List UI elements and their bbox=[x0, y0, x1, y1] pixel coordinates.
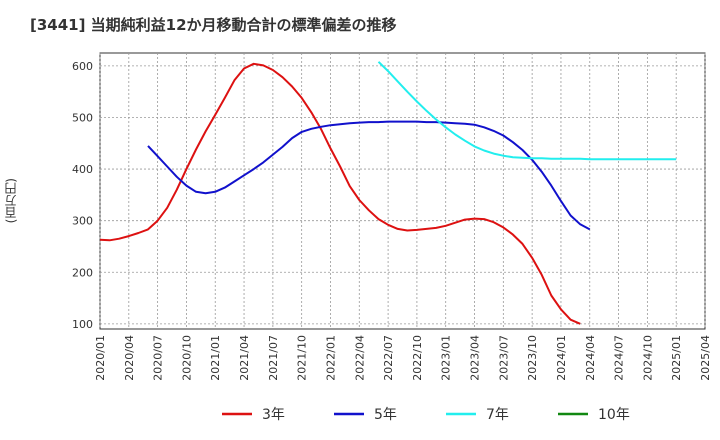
x-tick-label: 2023/04 bbox=[469, 335, 482, 381]
x-tick-label: 2023/07 bbox=[497, 335, 510, 381]
x-tick-label: 2022/01 bbox=[324, 335, 337, 381]
x-tick-label: 2023/10 bbox=[526, 335, 539, 381]
x-tick-labels: 2020/01 2020/04 2020/07 2020/10 2021/01 2021/… bbox=[94, 335, 712, 381]
y-tick-label: 400 bbox=[72, 163, 93, 176]
x-tick-label: 2021/10 bbox=[296, 335, 309, 381]
x-tick-label: 2023/01 bbox=[440, 335, 453, 381]
plot-area bbox=[99, 52, 706, 330]
x-tick-label: 2024/04 bbox=[584, 335, 597, 381]
x-tick-label: 2020/04 bbox=[123, 335, 136, 381]
y-tick-labels: 100 200 300 400 500 600 bbox=[72, 60, 93, 331]
x-tick-label: 2020/07 bbox=[152, 335, 165, 381]
series-line-7年 bbox=[377, 61, 677, 161]
legend-label: 5年 bbox=[374, 407, 397, 423]
y-tick-label: 600 bbox=[72, 60, 93, 73]
legend-label: 10年 bbox=[598, 407, 630, 423]
x-tick-label: 2021/07 bbox=[267, 335, 280, 381]
legend: 3年 5年 7年 10年 bbox=[222, 407, 630, 423]
x-tick-label: 2021/01 bbox=[209, 335, 222, 381]
legend-label: 7年 bbox=[486, 407, 509, 423]
x-tick-label: 2020/10 bbox=[180, 335, 193, 381]
series-line-5年 bbox=[147, 120, 591, 231]
x-tick-label: 2021/04 bbox=[238, 335, 251, 381]
x-tick-label: 2022/10 bbox=[411, 335, 424, 381]
x-tick-label: 2024/01 bbox=[555, 335, 568, 381]
x-tick-label: 2022/07 bbox=[382, 335, 395, 381]
x-tick-label: 2020/01 bbox=[94, 335, 107, 381]
series-line-3年 bbox=[99, 62, 581, 325]
series-lines bbox=[99, 61, 677, 325]
x-tick-label: 2025/01 bbox=[670, 335, 683, 381]
y-tick-label: 100 bbox=[72, 318, 93, 331]
y-tick-label: 300 bbox=[72, 215, 93, 228]
x-tick-label: 2025/04 bbox=[699, 335, 712, 381]
x-tick-label: 2022/04 bbox=[353, 335, 366, 381]
legend-label: 3年 bbox=[262, 407, 285, 423]
grid-lines bbox=[99, 53, 706, 329]
x-tick-label: 2024/10 bbox=[641, 335, 654, 381]
x-tick-label: 2024/07 bbox=[613, 335, 626, 381]
y-tick-label: 500 bbox=[72, 111, 93, 124]
chart-title: [3441] 当期純利益12か月移動合計の標準偏差の推移 bbox=[30, 16, 397, 34]
y-tick-label: 200 bbox=[72, 266, 93, 279]
